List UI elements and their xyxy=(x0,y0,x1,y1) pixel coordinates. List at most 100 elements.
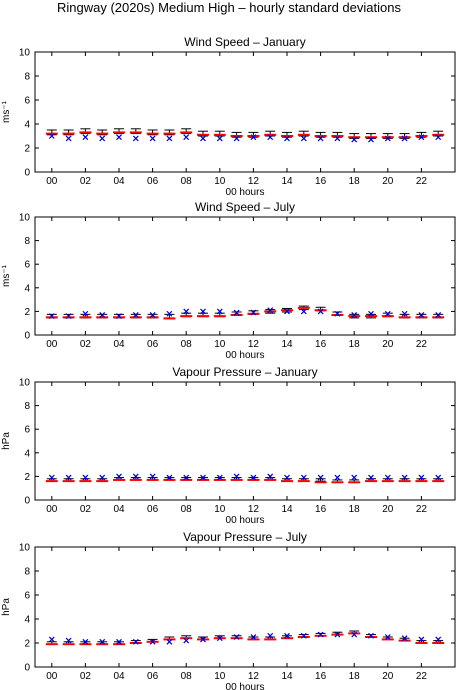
cross-point xyxy=(334,310,341,317)
x-axis-label: 00 hours xyxy=(226,187,265,198)
cross-stroke xyxy=(267,632,274,639)
cross-point xyxy=(132,638,139,645)
x-axis-label: 00 hours xyxy=(226,350,265,361)
y-tick-label: 10 xyxy=(19,48,31,59)
x-tick-label: 04 xyxy=(113,339,125,350)
cross-point xyxy=(368,474,374,481)
cross-stroke xyxy=(82,474,89,481)
x-tick-label: 08 xyxy=(181,339,193,350)
cross-stroke xyxy=(99,474,106,481)
cross-point xyxy=(149,312,156,318)
x-tick-label: 20 xyxy=(382,339,394,350)
cross-point xyxy=(284,632,290,639)
cross-stroke xyxy=(233,634,240,640)
cross-point xyxy=(401,474,408,481)
cross-stroke xyxy=(116,313,122,320)
cross-stroke xyxy=(250,309,257,316)
x-tick-label: 18 xyxy=(349,176,361,187)
y-tick-label: 6 xyxy=(24,425,30,436)
y-axis-label: hPa xyxy=(1,432,12,450)
y-tick-label: 2 xyxy=(24,472,30,483)
cross-stroke xyxy=(317,631,324,638)
cross-stroke xyxy=(149,473,156,480)
y-tick-label: 4 xyxy=(24,120,30,131)
panel-title: Vapour Pressure – January xyxy=(172,365,317,379)
cross-stroke xyxy=(82,134,89,141)
x-axis-label: 00 hours xyxy=(226,682,265,690)
cross-point xyxy=(166,474,173,481)
y-tick-label: 10 xyxy=(19,543,31,554)
cross-stroke xyxy=(48,133,55,139)
cross-stroke xyxy=(216,474,223,481)
cross-stroke xyxy=(384,474,391,481)
cross-point xyxy=(233,135,240,142)
cross-point xyxy=(351,474,358,481)
cross-stroke xyxy=(435,474,442,481)
cross-point xyxy=(82,638,89,645)
cross-stroke xyxy=(65,637,72,644)
x-tick-label: 06 xyxy=(147,504,159,515)
x-tick-label: 12 xyxy=(248,671,260,682)
x-tick-label: 14 xyxy=(281,339,293,350)
cross-point xyxy=(267,632,274,639)
cross-stroke xyxy=(149,312,156,318)
y-tick-label: 6 xyxy=(24,591,30,602)
cross-point xyxy=(300,474,307,481)
cross-stroke xyxy=(82,638,89,645)
cross-point xyxy=(216,135,223,142)
y-tick-label: 8 xyxy=(24,567,30,578)
y-tick-label: 4 xyxy=(24,448,30,459)
cross-point xyxy=(48,636,55,643)
cross-point xyxy=(317,631,324,638)
x-tick-label: 22 xyxy=(416,671,428,682)
cross-point xyxy=(166,638,173,645)
x-tick-label: 04 xyxy=(113,176,125,187)
panel-title: Wind Speed – January xyxy=(184,35,305,49)
cross-point xyxy=(284,135,290,142)
cross-point xyxy=(300,135,307,142)
cross-point xyxy=(183,637,190,644)
x-tick-label: 22 xyxy=(416,176,428,187)
cross-point xyxy=(250,134,257,141)
y-tick-label: 0 xyxy=(24,663,30,674)
cross-stroke xyxy=(250,134,257,141)
cross-stroke xyxy=(183,474,190,481)
cross-point xyxy=(267,473,274,480)
x-axis-label: 00 hours xyxy=(226,515,265,526)
cross-stroke xyxy=(200,474,206,481)
cross-point xyxy=(116,473,122,480)
cross-stroke xyxy=(99,135,106,142)
cross-point xyxy=(317,474,324,481)
panel-title: Wind Speed – July xyxy=(195,200,295,214)
y-tick-label: 2 xyxy=(24,639,30,650)
x-tick-label: 16 xyxy=(315,504,327,515)
x-tick-label: 20 xyxy=(382,671,394,682)
x-tick-label: 00 xyxy=(46,176,58,187)
cross-point xyxy=(99,135,106,142)
x-tick-label: 10 xyxy=(214,339,226,350)
cross-stroke xyxy=(300,632,307,639)
x-tick-label: 10 xyxy=(214,671,226,682)
cross-point xyxy=(65,474,72,481)
cross-point xyxy=(300,632,307,639)
cross-point xyxy=(401,135,408,142)
cross-stroke xyxy=(300,474,307,481)
cross-stroke xyxy=(351,474,358,481)
cross-stroke xyxy=(233,309,240,316)
y-tick-label: 0 xyxy=(24,168,30,179)
cross-point xyxy=(384,135,391,142)
cross-stroke xyxy=(65,313,72,320)
cross-stroke xyxy=(132,473,139,480)
cross-point xyxy=(48,474,55,481)
cross-point xyxy=(216,308,223,315)
cross-point xyxy=(183,474,190,481)
y-tick-label: 2 xyxy=(24,144,30,155)
cross-point xyxy=(317,135,324,142)
y-tick-label: 4 xyxy=(24,283,30,294)
cross-point xyxy=(116,638,122,645)
x-tick-label: 18 xyxy=(349,504,361,515)
cross-point xyxy=(435,636,442,643)
cross-stroke xyxy=(384,634,391,640)
